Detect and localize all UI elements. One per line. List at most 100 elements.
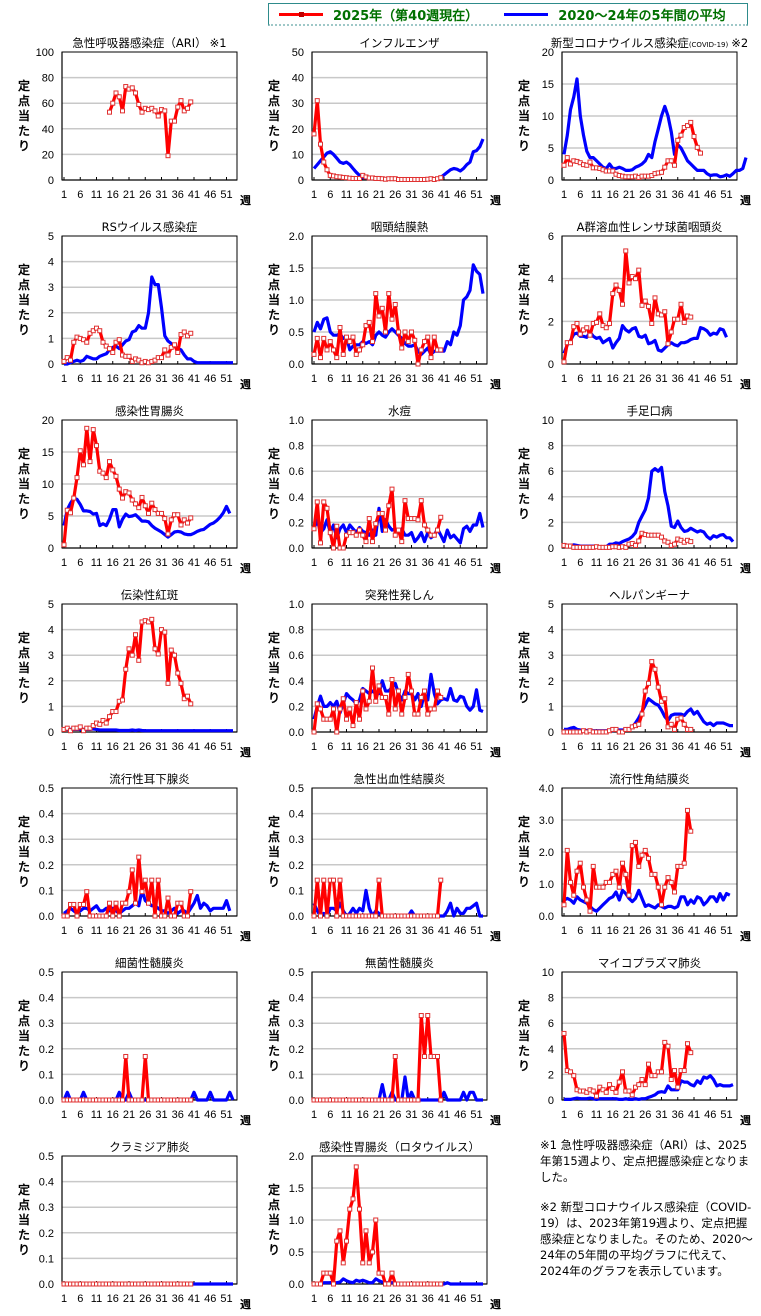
data-point xyxy=(672,1068,677,1074)
x-tick-label: 26 xyxy=(389,557,401,569)
data-point xyxy=(389,1097,395,1103)
x-tick-label: 16 xyxy=(357,925,369,937)
data-point xyxy=(626,1088,632,1094)
chart-title: 急性出血性結膜炎 xyxy=(354,772,446,786)
x-tick-label: 41 xyxy=(438,189,450,201)
data-point xyxy=(357,1206,362,1212)
y-tick-label: 0.2 xyxy=(289,860,304,872)
chart-6: 感染性胃腸炎 0 5 10 15 20 1 6 11 16 21 26 31 36 41 46 51 週定点当たり xyxy=(0,400,252,580)
x-tick-label: 41 xyxy=(188,189,200,201)
y-tick-label: 0 xyxy=(548,543,554,555)
data-point xyxy=(675,137,681,143)
data-point xyxy=(675,316,681,322)
y-tick-label: 2.0 xyxy=(289,1151,304,1163)
x-tick-label: 36 xyxy=(172,557,184,569)
x-tick-label: 1 xyxy=(561,557,567,569)
data-point xyxy=(185,333,190,339)
data-point xyxy=(561,1030,567,1036)
data-point xyxy=(659,169,664,175)
data-point xyxy=(698,150,703,156)
y-tick-label: 0.4 xyxy=(289,492,304,504)
data-point xyxy=(396,329,401,335)
x-tick-label: 16 xyxy=(607,189,619,201)
data-point xyxy=(337,706,343,712)
y-tick-label: 1.5 xyxy=(289,1183,304,1195)
y-axis-label-char: 当 xyxy=(18,476,30,491)
y-axis-label-char: 点 xyxy=(268,93,280,108)
y-tick-label: 6 xyxy=(548,231,554,243)
y-axis-label-char: 当 xyxy=(518,476,530,491)
data-point xyxy=(87,459,93,465)
chart-7: 水痘 0.0 0.2 0.4 0.6 0.8 1.0 1 6 11 16 21 26 31 36 41 46 51… xyxy=(250,400,502,580)
x-tick-label: 11 xyxy=(341,189,352,201)
data-point xyxy=(139,109,145,115)
legend-label-2025: 2025年（第40週現在） xyxy=(333,8,479,24)
data-point xyxy=(584,162,590,168)
x-tick-label: 6 xyxy=(77,1109,83,1121)
data-point xyxy=(327,339,333,345)
x-tick-label: 26 xyxy=(639,925,651,937)
data-point xyxy=(165,153,171,159)
data-point xyxy=(165,680,171,686)
data-point xyxy=(363,539,369,545)
x-tick-label: 36 xyxy=(172,741,184,753)
data-point xyxy=(659,534,664,540)
y-axis-label-char: 点 xyxy=(268,829,280,844)
y-tick-label: 0.3 xyxy=(289,1018,304,1030)
data-point xyxy=(136,505,142,511)
y-tick-label: 0.0 xyxy=(39,1095,54,1107)
data-point xyxy=(623,871,629,877)
x-axis-label: 週 xyxy=(490,929,501,943)
data-point xyxy=(110,100,116,106)
data-point xyxy=(360,342,366,348)
x-tick-label: 41 xyxy=(188,557,200,569)
y-tick-label: 0.1 xyxy=(39,885,54,897)
chart-title: 細菌性髄膜炎 xyxy=(115,956,184,970)
data-point xyxy=(405,339,411,345)
y-tick-label: 0 xyxy=(298,175,304,187)
x-tick-label: 46 xyxy=(704,925,716,937)
x-tick-label: 31 xyxy=(405,925,417,937)
x-tick-label: 21 xyxy=(373,925,385,937)
data-point xyxy=(133,90,138,96)
data-point xyxy=(672,162,677,168)
data-point xyxy=(652,666,658,672)
data-point xyxy=(386,503,392,509)
y-axis-label-char: 定 xyxy=(518,78,530,93)
data-point xyxy=(665,1043,671,1049)
data-point xyxy=(590,863,596,869)
data-point xyxy=(340,545,346,551)
y-tick-label: 8 xyxy=(548,993,554,1005)
x-tick-label: 46 xyxy=(704,557,716,569)
x-tick-label: 31 xyxy=(155,741,167,753)
data-point xyxy=(116,94,122,100)
y-tick-label: 2.0 xyxy=(289,231,304,243)
data-point xyxy=(652,1073,658,1079)
x-tick-label: 51 xyxy=(720,189,732,201)
data-point xyxy=(681,721,687,727)
x-tick-label: 51 xyxy=(220,741,232,753)
data-point xyxy=(668,1077,674,1083)
x-tick-label: 6 xyxy=(577,741,583,753)
data-point xyxy=(616,1079,622,1085)
data-point xyxy=(642,1082,648,1088)
chart-title: 水痘 xyxy=(388,404,411,418)
series-line-average xyxy=(562,77,748,179)
x-tick-label: 6 xyxy=(327,1293,333,1305)
data-point xyxy=(587,908,593,914)
data-point xyxy=(97,328,103,334)
data-point xyxy=(181,517,187,523)
data-point xyxy=(616,884,622,890)
data-point xyxy=(646,303,651,309)
data-point xyxy=(116,913,122,919)
data-point xyxy=(607,879,612,885)
y-axis-label-char: 定 xyxy=(268,446,280,461)
data-point xyxy=(623,544,629,550)
x-tick-label: 1 xyxy=(311,925,317,937)
data-point xyxy=(126,889,132,895)
data-point xyxy=(162,108,168,114)
chart-1: インフルエンザ 0 10 20 30 40 50 1 6 11 16 21 26 31 36 41 46 51 週定… xyxy=(250,32,502,212)
